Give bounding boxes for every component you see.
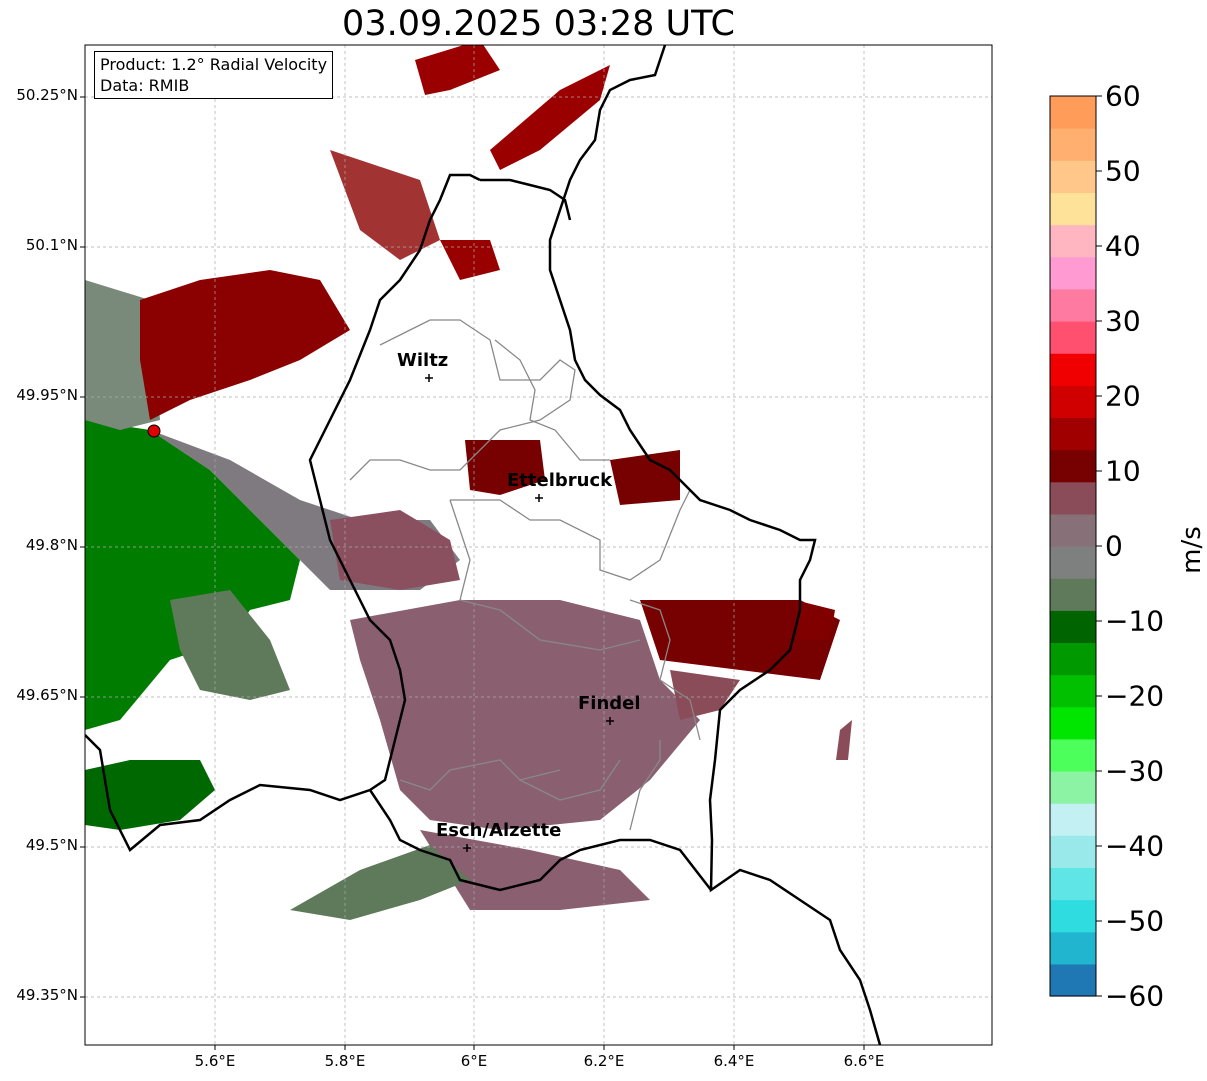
colorbar-tick-label: 50 <box>1105 154 1141 188</box>
echo-brown-far-east <box>836 720 852 760</box>
colorbar-segment <box>1050 546 1096 579</box>
colorbar-tick-label: −30 <box>1105 754 1165 788</box>
lat-tick-label: 50.1°N <box>25 236 78 254</box>
radar-site-marker <box>147 424 161 438</box>
colorbar-tick-label: 10 <box>1105 454 1141 488</box>
city-markers <box>425 374 614 852</box>
city-label-findel: Findel <box>578 693 641 714</box>
colorbar-segment <box>1050 578 1096 611</box>
country-border <box>85 45 882 1045</box>
colorbar-segment <box>1050 160 1096 194</box>
lon-tick-label: 6°E <box>460 1052 488 1070</box>
colorbar-segment <box>1050 674 1096 708</box>
echo-red-small1 <box>440 240 500 280</box>
echo-red-east1 <box>610 450 680 505</box>
city-label-esch: Esch/Alzette <box>436 820 562 841</box>
colorbar-unit-label: m/s <box>1176 526 1207 574</box>
echo-brown-west <box>330 510 460 590</box>
echo-red-ne1 <box>415 45 500 95</box>
colorbar-segment <box>1050 385 1096 419</box>
city-label-wiltz: Wiltz <box>397 350 449 371</box>
colorbar-ticks <box>1096 95 1102 997</box>
echo-brown-middle <box>350 600 700 830</box>
echo-red-east3 <box>795 600 835 640</box>
colorbar-segment <box>1050 771 1096 804</box>
lat-tick-label: 49.8°N <box>25 536 78 554</box>
colorbar-segment <box>1050 321 1096 354</box>
colorbar-segment <box>1050 128 1096 161</box>
colorbar-segment <box>1050 867 1096 901</box>
lat-tick-label: 49.95°N <box>16 386 78 404</box>
colorbar-segment <box>1050 610 1096 644</box>
canton-borders <box>349 319 701 831</box>
colorbar-tick-label: 60 <box>1105 79 1141 113</box>
echo-red-north2 <box>330 150 440 260</box>
echo-green-mid <box>170 590 290 700</box>
city-label-ettelbruck: Ettelbruck <box>507 470 613 491</box>
colorbar-segment <box>1050 738 1096 772</box>
lat-tick-label: 49.35°N <box>16 986 78 1004</box>
colorbar-segment <box>1050 513 1096 547</box>
lat-tick-label: 49.5°N <box>25 836 78 854</box>
echo-brown-east <box>670 670 740 720</box>
colorbar-segment <box>1050 192 1096 226</box>
lon-tick-label: 5.6°E <box>194 1052 236 1070</box>
colorbar-segment <box>1050 963 1096 997</box>
colorbar-tick-label: −50 <box>1105 904 1165 938</box>
colorbar-tick-label: 20 <box>1105 379 1141 413</box>
product-info-box: Product: 1.2° Radial Velocity Data: RMIB <box>94 51 334 99</box>
plot-frame <box>84 44 993 1046</box>
radar-echoes <box>85 45 852 920</box>
echo-red-ne2 <box>490 65 610 170</box>
colorbar-segment <box>1050 803 1096 836</box>
lon-tick-label: 6.6°E <box>843 1052 885 1070</box>
echo-green-sw <box>85 760 215 830</box>
product-label: Product: 1.2° Radial Velocity <box>100 55 328 74</box>
lon-tick-label: 5.8°E <box>324 1052 366 1070</box>
echo-green-southgrey <box>290 845 470 920</box>
echo-red-ettelbruck <box>465 440 545 495</box>
colorbar-segment <box>1050 899 1096 933</box>
colorbar-tick-label: −20 <box>1105 679 1165 713</box>
colorbar-tick-label: 0 <box>1105 529 1123 563</box>
colorbar <box>1050 96 1096 997</box>
colorbar-segment <box>1050 835 1096 869</box>
colorbar-tick-label: 40 <box>1105 229 1141 263</box>
map-title: 03.09.2025 03:28 UTC <box>342 4 735 44</box>
colorbar-segment <box>1050 706 1096 740</box>
colorbar-segment <box>1050 449 1096 483</box>
colorbar-segment <box>1050 288 1096 322</box>
colorbar-segment <box>1050 96 1096 129</box>
city-marker-ettelbruck <box>535 494 543 502</box>
lat-tick-label: 50.25°N <box>16 86 78 104</box>
city-marker-wiltz <box>425 374 433 382</box>
echo-red-east2 <box>640 600 840 680</box>
colorbar-tick-label: −10 <box>1105 604 1165 638</box>
echo-green-west <box>85 420 300 730</box>
colorbar-segment <box>1050 224 1096 258</box>
lat-tick-label: 49.65°N <box>16 686 78 704</box>
colorbar-segment <box>1050 353 1096 386</box>
colorbar-tick-label: −60 <box>1105 979 1165 1013</box>
city-marker-esch <box>463 844 471 852</box>
axis-ticks <box>80 96 865 1050</box>
lon-tick-label: 6.4°E <box>713 1052 755 1070</box>
colorbar-segment <box>1050 642 1096 676</box>
colorbar-tick-label: −40 <box>1105 829 1165 863</box>
echo-red-north <box>140 270 350 420</box>
grid-lines <box>85 45 992 1045</box>
colorbar-segment <box>1050 931 1096 965</box>
echo-brown-south <box>420 830 650 910</box>
lon-tick-label: 6.2°E <box>583 1052 625 1070</box>
colorbar-tick-label: 30 <box>1105 304 1141 338</box>
colorbar-segment <box>1050 481 1096 515</box>
colorbar-segment <box>1050 256 1096 290</box>
city-marker-findel <box>606 717 614 725</box>
colorbar-segment <box>1050 417 1096 451</box>
data-source-label: Data: RMIB <box>100 76 190 95</box>
